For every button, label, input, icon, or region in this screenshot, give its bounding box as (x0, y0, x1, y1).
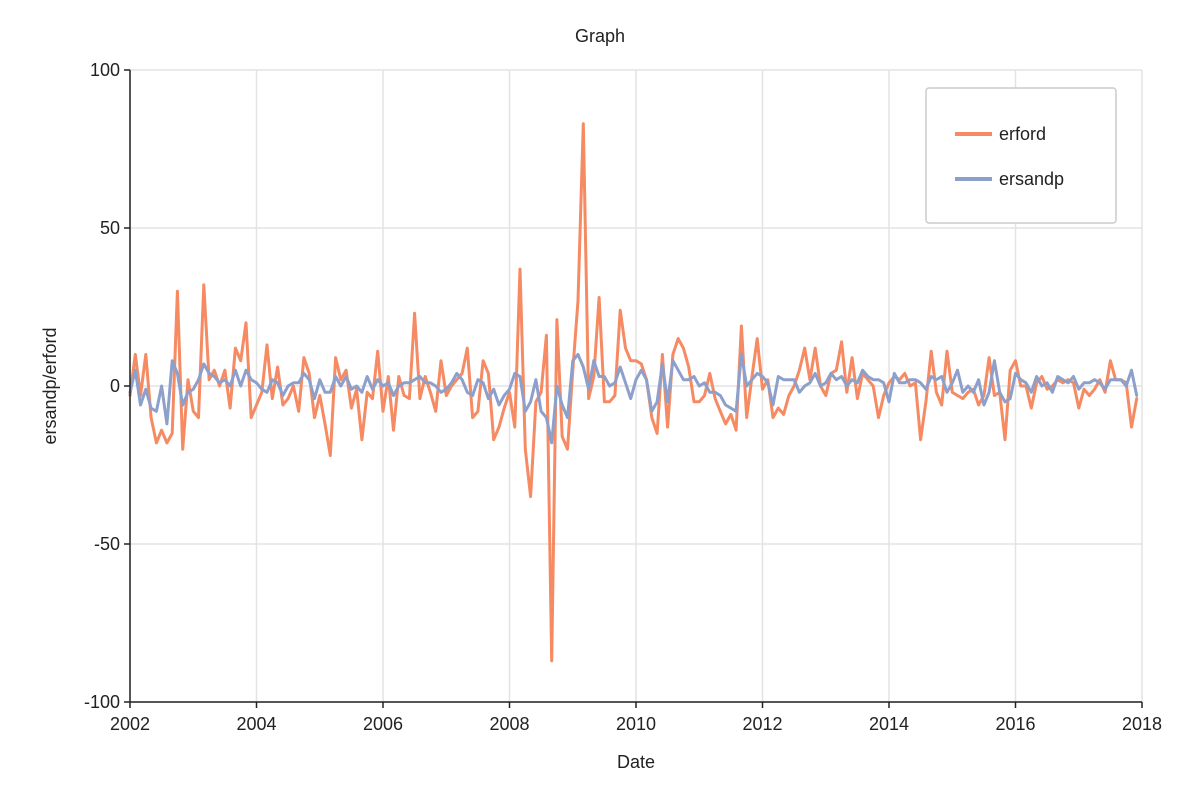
y-tick-label: 100 (90, 60, 120, 80)
x-tick-label: 2014 (869, 714, 909, 734)
series-line-ersandp (128, 352, 1139, 445)
x-tick-label: 2008 (489, 714, 529, 734)
chart-title: Graph (575, 26, 625, 46)
series-lines (128, 122, 1139, 663)
y-tick-label: 50 (100, 218, 120, 238)
x-tick-label: 2006 (363, 714, 403, 734)
legend: erford ersandp (925, 87, 1117, 224)
y-tick-label: -100 (84, 692, 120, 712)
x-tick-label: 2004 (236, 714, 276, 734)
x-axis-title: Date (617, 752, 655, 772)
y-tick-label: 0 (110, 376, 120, 396)
legend-label-ersandp: ersandp (999, 169, 1064, 189)
x-tick-label: 2002 (110, 714, 150, 734)
series-line-erford (128, 122, 1139, 663)
x-tick-label: 2018 (1122, 714, 1162, 734)
axes: 2002 2004 2006 2008 2010 2012 2014 2016 2018 100 5… (84, 60, 1162, 734)
y-axis-title: ersandp/erford (40, 327, 60, 444)
x-tick-label: 2010 (616, 714, 656, 734)
legend-label-erford: erford (999, 124, 1046, 144)
x-tick-label: 2012 (742, 714, 782, 734)
y-tick-label: -50 (94, 534, 120, 554)
x-tick-label: 2016 (995, 714, 1035, 734)
legend-box (925, 87, 1117, 224)
